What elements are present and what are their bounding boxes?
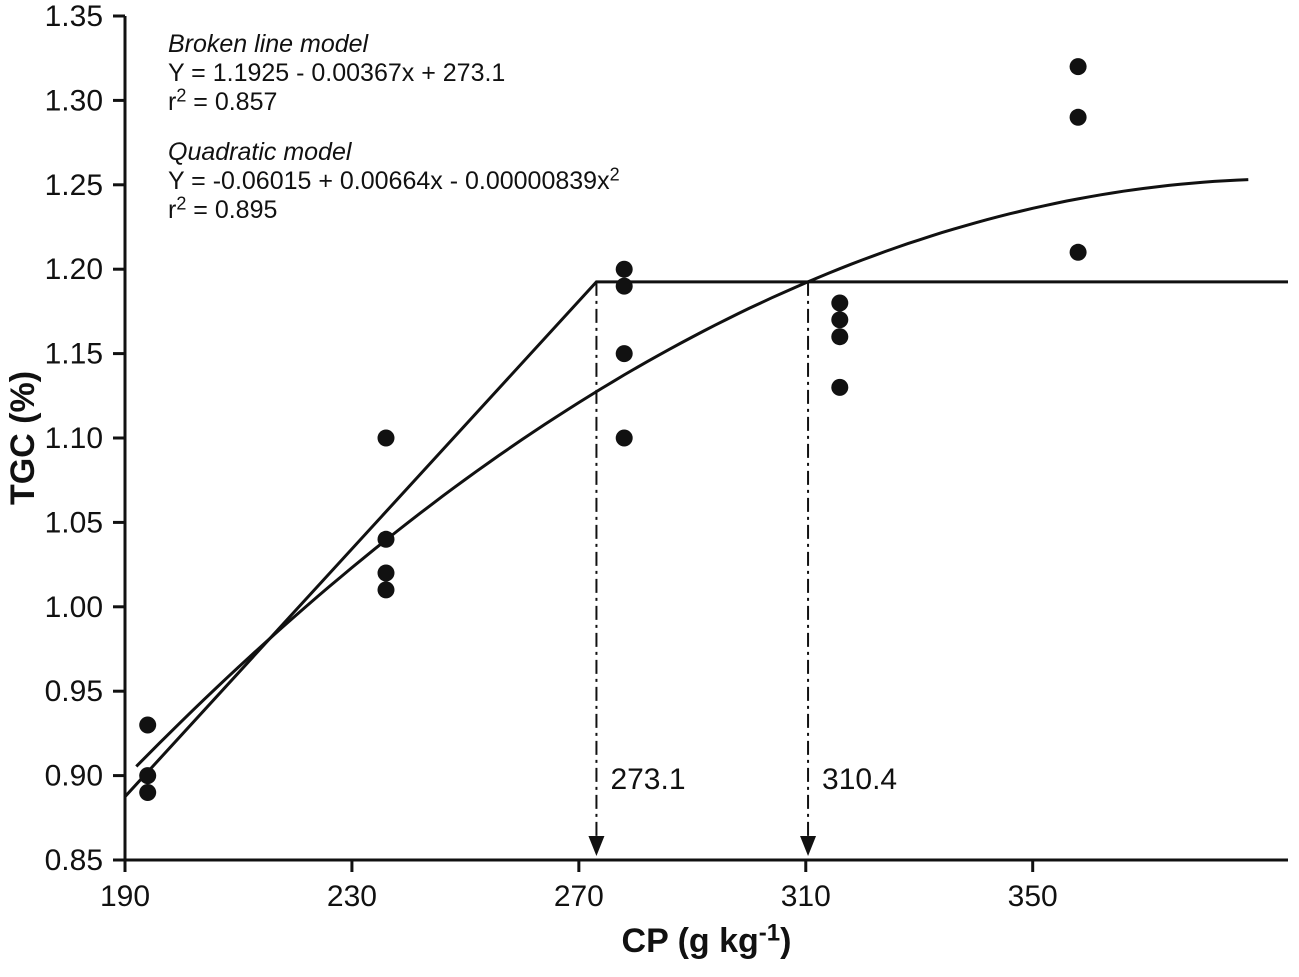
x-tick-label: 350 — [1008, 880, 1058, 913]
y-tick-label: 1.20 — [45, 253, 103, 286]
model-r-squared: r2 = 0.895 — [168, 194, 277, 225]
y-tick-label: 1.05 — [45, 506, 103, 539]
data-point — [831, 328, 849, 346]
model-equation: Y = 1.1925 - 0.00367x + 273.1 — [168, 59, 505, 87]
data-point — [139, 784, 157, 801]
data-point — [377, 429, 395, 447]
data-point — [377, 564, 395, 582]
data-point — [615, 277, 633, 295]
y-tick-label: 0.90 — [45, 759, 103, 792]
x-tick-label: 190 — [100, 880, 150, 913]
x-axis-title: CP (g kg-1) — [622, 919, 792, 960]
data-point — [1069, 108, 1087, 126]
y-tick-label: 1.35 — [45, 0, 103, 33]
data-point — [831, 294, 849, 312]
data-point — [1069, 58, 1087, 76]
y-tick-label: 0.95 — [45, 675, 103, 708]
data-point — [615, 429, 633, 447]
data-point — [831, 378, 849, 396]
arrowhead-icon — [588, 836, 605, 856]
model-equation: Y = -0.06015 + 0.00664x - 0.00000839x2 — [168, 165, 620, 196]
y-tick-label: 1.15 — [45, 337, 103, 370]
y-axis-title: TGC (%) — [4, 371, 42, 505]
y-tick-label: 1.25 — [45, 168, 103, 201]
data-point — [377, 530, 395, 548]
data-point — [139, 767, 157, 785]
y-tick-label: 1.30 — [45, 84, 103, 117]
x-tick-label: 270 — [554, 880, 604, 913]
data-point — [139, 716, 157, 734]
x-tick-label: 310 — [781, 880, 831, 913]
data-point — [377, 581, 395, 599]
y-tick-label: 0.85 — [45, 844, 103, 877]
quadratic-model-curve — [135, 178, 1249, 768]
arrowhead-icon — [800, 836, 817, 856]
breakpoint-value-label: 310.4 — [822, 763, 897, 796]
data-point — [831, 311, 849, 329]
model-name: Quadratic model — [168, 138, 353, 166]
broken-line-model-line — [123, 280, 1288, 798]
model-r-squared: r2 = 0.857 — [168, 86, 277, 117]
data-point — [1069, 243, 1087, 261]
y-tick-label: 1.10 — [45, 422, 103, 455]
model-name: Broken line model — [168, 30, 370, 58]
x-tick-label: 230 — [327, 880, 377, 913]
data-point — [615, 260, 633, 278]
y-tick-label: 1.00 — [45, 590, 103, 623]
breakpoint-value-label: 273.1 — [610, 763, 685, 796]
data-point — [615, 345, 633, 363]
